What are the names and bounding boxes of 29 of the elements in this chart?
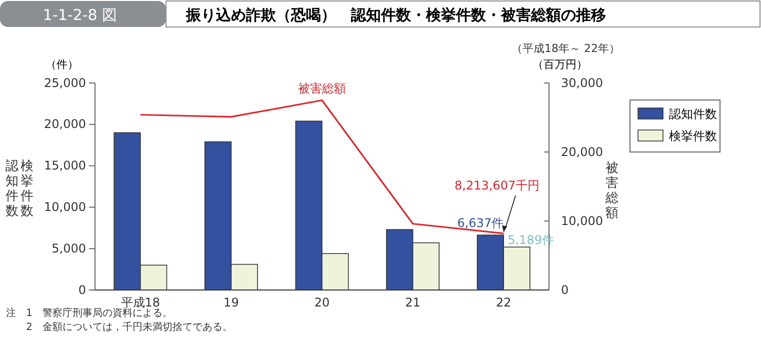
x-tick-label: 19 bbox=[224, 296, 239, 310]
x-tick-label: 22 bbox=[496, 296, 512, 310]
text: 検挙件数 bbox=[20, 159, 34, 219]
series-label: 被害総額 bbox=[298, 81, 346, 96]
y-tick-label: 20,000 bbox=[44, 117, 86, 132]
y2-tick-label: 30,000 bbox=[561, 76, 603, 90]
x-tick-label: 21 bbox=[405, 296, 420, 310]
data-label: 6,637件 bbox=[457, 216, 504, 230]
y-tick-label: 25,000 bbox=[44, 76, 86, 90]
y2-tick-label: 10,000 bbox=[561, 214, 603, 228]
annotation: 8,213,607千円 bbox=[454, 178, 540, 192]
y-tick-label: 10,000 bbox=[44, 200, 86, 214]
y-axis-title: 認知件数 bbox=[6, 159, 18, 219]
y-tick-label: 5,000 bbox=[52, 241, 86, 256]
text: （件） bbox=[46, 58, 78, 71]
text: （百万円） bbox=[532, 58, 588, 71]
y2-axis-title: 被害総額 bbox=[604, 161, 618, 221]
chart-subtitle: （平成18年～ 22年） bbox=[512, 42, 620, 55]
text: 注 1 警察庁刑事局の資料による。 bbox=[6, 307, 172, 319]
legend-label: 認知件数 bbox=[669, 107, 717, 121]
y2-tick-label: 20,000 bbox=[561, 144, 603, 159]
y-tick-label: 15,000 bbox=[44, 158, 86, 173]
text: 1-1-2-8 図 bbox=[42, 6, 118, 24]
chart-title: 振り込め詐欺（恐喝） 認知件数・検挙件数・被害総額の推移 bbox=[185, 6, 606, 24]
text: 2 金額については，千円未満切捨てである。 bbox=[6, 321, 232, 333]
y2-tick-label: 0 bbox=[561, 282, 569, 297]
y-tick-label: 0 bbox=[78, 282, 86, 297]
legend-label: 検挙件数 bbox=[669, 129, 717, 143]
x-tick-label: 20 bbox=[314, 296, 330, 310]
